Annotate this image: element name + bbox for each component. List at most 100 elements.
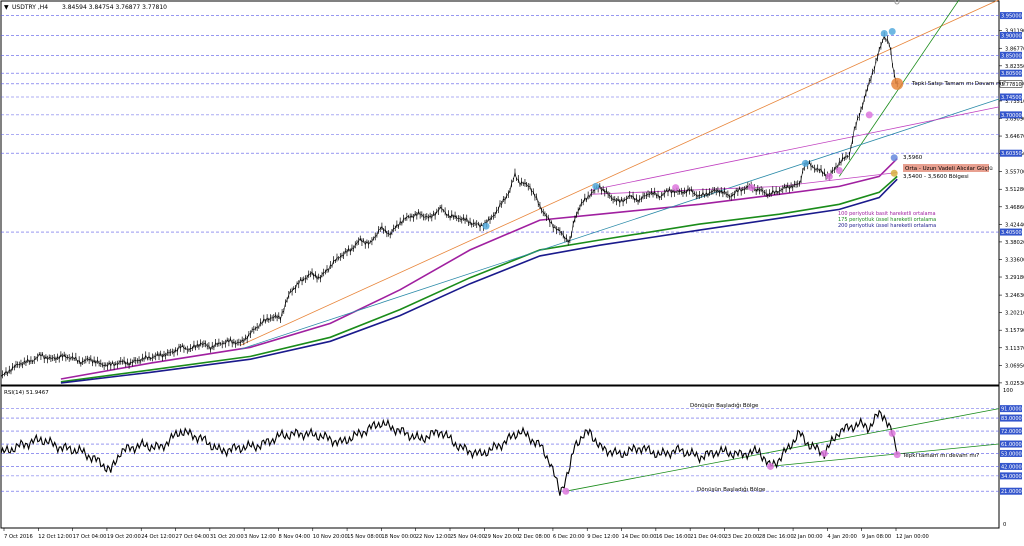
price-level-box: [1000, 69, 1022, 77]
price-level-box: [1000, 228, 1022, 236]
moving-average-line: [60, 158, 898, 380]
legend-ema-175: 175 periyotluk üssel hareketli ortalama: [838, 217, 936, 223]
price-level-label: 3.74500: [1001, 95, 1022, 101]
rsi-marker: [820, 449, 828, 457]
annotation-orta-uzun-bg: [903, 164, 989, 172]
time-tick-label: 9 Jan 08:00: [862, 534, 892, 540]
legend-ema-200: 200 periyotluk üssel hareketli ortalama: [838, 223, 936, 229]
rsi-level-label: 34.0000: [1001, 474, 1022, 480]
price-level-label: 3.90000: [1001, 33, 1022, 39]
rsi-title: RSI(14) 51.9467: [4, 390, 49, 396]
time-x-axis: 7 Oct 2016 12 Oct 12:00 17 Oct 04:00 19 Oct…: [3, 528, 929, 540]
time-tick-label: 10 Nov 20:00: [313, 534, 348, 540]
rsi-level-box: [1000, 462, 1022, 470]
rsi-tepki-label: Tepki tamam mı devam mı?: [902, 453, 979, 459]
price-trendlines: [240, 0, 1000, 350]
rsi-panel-frame: [0, 385, 1000, 529]
rsi-level-label: 91.0000: [1001, 407, 1022, 413]
price-marked-points: [482, 27, 904, 230]
time-tick-label: 27 Oct 04:00: [176, 534, 210, 540]
rsi-level-label: 53.0000: [1001, 451, 1022, 457]
price-marker: [747, 184, 755, 192]
time-tick-label: 3 Nov 12:00: [244, 534, 276, 540]
price-marker: [888, 27, 896, 35]
price-marker: [672, 184, 680, 192]
price-series: [0, 31, 898, 379]
rsi-level-box: [1000, 472, 1022, 480]
price-level-label: 3.95000: [1001, 14, 1022, 20]
price-marker: [482, 222, 490, 230]
price-level-label: 3.80500: [1001, 71, 1022, 77]
price-tick-label: 3.11370: [1005, 346, 1024, 352]
legend-ma-100: 100 periyotluk basit hareketli ortalama: [838, 211, 936, 217]
rsi-marker: [562, 487, 570, 495]
time-tick-label: 23 Dec 20:00: [724, 534, 759, 540]
moving-average-line: [60, 178, 898, 384]
rsi-tick-0: 0: [1003, 522, 1006, 528]
rsi-line: [0, 409, 898, 496]
price-level-box: [1000, 51, 1022, 59]
price-marker: [890, 169, 898, 177]
rsi-level-lines: [1, 408, 999, 492]
price-tick-label: 3.29180: [1005, 275, 1024, 281]
rsi-trendline: [769, 443, 1000, 467]
menu-triangle-icon[interactable]: ▼: [4, 4, 9, 11]
price-trendline: [240, 0, 1000, 346]
time-tick-label: 7 Oct 2016: [4, 534, 33, 540]
price-tick-label: 3.69090: [1005, 116, 1024, 122]
price-level-label: 3.40500: [1001, 230, 1022, 236]
price-marker: [890, 154, 898, 162]
price-tick-label: 3.02530: [1005, 381, 1024, 387]
price-marker: [865, 111, 873, 119]
time-tick-label: 15 Nov 08:00: [347, 534, 382, 540]
price-level-box: [1000, 149, 1022, 157]
price-marker: [880, 29, 888, 37]
time-tick-label: 24 Oct 12:00: [141, 534, 175, 540]
annotation-orta-uzun: Orta - Uzun Vadeli Alıcılar Güçlü: [905, 166, 993, 172]
price-marker: [891, 77, 904, 90]
rsi-trendlines: [565, 408, 1000, 492]
time-tick-label: 12 Oct 12:00: [38, 534, 72, 540]
rsi-top-zone-label: Dönüşün Başladığı Bölge: [690, 402, 759, 409]
time-tick-label: 19 Oct 20:00: [107, 534, 141, 540]
ohlc-readout: 3.84594 3.84754 3.76877 3.77810: [62, 4, 167, 11]
rsi-tick-100: 100: [1003, 388, 1013, 394]
price-trendline: [589, 106, 1000, 191]
time-tick-label: 8 Nov 04:00: [278, 534, 310, 540]
time-tick-label: 25 Nov 04:00: [450, 534, 485, 540]
price-level-label: 3.85000: [1001, 53, 1022, 59]
time-tick-label: 12 Jan 00:00: [896, 534, 929, 540]
price-level-box: [1000, 111, 1022, 119]
price-tick-label: 3.64670: [1005, 134, 1024, 140]
price-y-axis: 3.911903.867703.823503.779303.735103.690…: [999, 12, 1024, 387]
moving-average-line: [60, 175, 898, 383]
rsi-level-box: [1000, 414, 1022, 422]
price-level-box: [1000, 31, 1022, 39]
time-tick-label: 16 Dec 16:00: [656, 534, 691, 540]
time-tick-label: 2 Dec 08:00: [519, 534, 551, 540]
rsi-level-label: 21.0000: [1001, 489, 1022, 495]
price-marker: [825, 172, 833, 180]
time-tick-label: 31 Oct 20:00: [210, 534, 244, 540]
rsi-marker: [888, 429, 896, 437]
time-tick-label: 9 Dec 12:00: [587, 534, 619, 540]
rsi-level-label: 83.0000: [1001, 416, 1022, 422]
price-tick-label: 3.55700: [1005, 170, 1024, 176]
price-level-box: [999, 80, 1023, 88]
rsi-marker: [766, 462, 774, 470]
price-marker: [592, 182, 600, 190]
annotation-tepki: Tepki Satışı Tamam mı Devam mı?: [911, 81, 1006, 87]
price-tick-label: 3.24630: [1005, 293, 1024, 299]
price-tick-label: 3.82350: [1005, 64, 1024, 70]
price-tick-label: 3.42440: [1005, 222, 1024, 228]
rsi-level-box: [1000, 427, 1022, 435]
time-tick-label: 2 Jan 00:00: [793, 534, 823, 540]
annotation-zone: 3,5400 - 3,5600 Bölgesi: [903, 174, 969, 180]
time-tick-label: 17 Oct 04:00: [73, 534, 107, 540]
scroll-circle-icon[interactable]: [894, 0, 900, 5]
price-panel-frame: [0, 0, 1000, 386]
price-tick-label: 3.91190: [1005, 29, 1024, 35]
price-marker: [835, 166, 843, 174]
